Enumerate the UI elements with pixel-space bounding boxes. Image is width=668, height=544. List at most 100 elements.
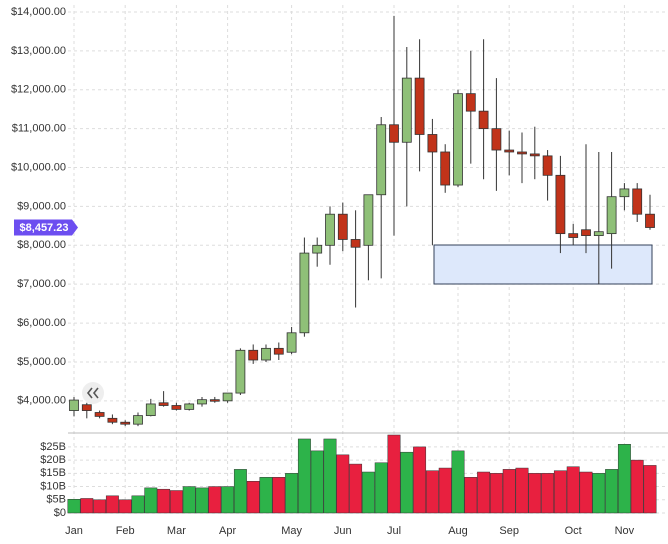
volume-bar (528, 473, 542, 514)
candle-body (312, 244, 323, 254)
volume-bar (246, 481, 260, 514)
volume-bar (323, 438, 337, 514)
candle-body (414, 77, 425, 135)
candle-body (184, 403, 195, 410)
candle-body (286, 332, 297, 353)
candle-body (581, 229, 591, 236)
candle-body (555, 174, 566, 235)
x-tick-label: Apr (219, 525, 236, 537)
candle-body (606, 196, 617, 235)
volume-bar (195, 487, 209, 514)
volume-bar (208, 486, 222, 514)
collapse-icon[interactable] (86, 387, 99, 399)
volume-bar (579, 471, 593, 514)
collapse-button[interactable] (82, 382, 104, 404)
x-tick-label: Mar (167, 525, 186, 537)
volume-bar (67, 499, 81, 514)
candle-body (363, 194, 374, 246)
candle-body (261, 347, 271, 361)
volume-tick-label: $15B (40, 467, 66, 479)
x-tick-label: Nov (615, 525, 635, 537)
volume-bar (425, 470, 439, 514)
candle-body (158, 402, 169, 406)
candle-body (222, 392, 233, 402)
x-tick-label: Jun (334, 525, 352, 537)
candle-body (350, 239, 361, 248)
volume-bar (182, 486, 196, 514)
candle-body (632, 188, 643, 215)
y-tick-label: $4,000.00 (17, 395, 66, 407)
volume-bar (374, 462, 388, 514)
highlight-box (433, 244, 653, 285)
volume-bar (361, 471, 375, 514)
volume-bar (477, 471, 491, 514)
x-tick-label: Jul (387, 525, 401, 537)
candle-body (171, 405, 182, 410)
last-price-badge (14, 219, 78, 236)
volume-bar (169, 490, 183, 514)
candle-body (440, 151, 451, 186)
volume-bar (105, 495, 119, 514)
candle-body (248, 349, 259, 361)
volume-bar (93, 499, 107, 514)
candle-body (427, 134, 438, 153)
candle-body (273, 347, 284, 355)
candle-body (453, 93, 463, 186)
volume-bar (592, 473, 606, 514)
candle-body (120, 421, 131, 425)
candle-body (504, 149, 515, 153)
volume-bar (605, 469, 619, 514)
y-tick-label: $11,000.00 (12, 123, 66, 135)
volume-bar (144, 487, 158, 514)
y-tick-label: $9,000.00 (17, 200, 66, 212)
candle-body (299, 252, 310, 334)
volume-bar (541, 473, 555, 514)
x-tick-label: Jan (65, 525, 83, 537)
volume-tick-label: $5B (46, 494, 66, 506)
candle-body (542, 155, 553, 176)
volume-bar (464, 477, 478, 514)
candle-body (145, 403, 156, 417)
volume-bar (413, 446, 427, 514)
candle-body (568, 233, 579, 238)
volume-bar (336, 454, 350, 514)
volume-tick-label: $10B (40, 480, 66, 492)
volume-bar (272, 477, 286, 514)
x-tick-label: Feb (116, 525, 135, 537)
y-tick-label: $13,000.00 (11, 45, 66, 57)
x-tick-label: Aug (448, 525, 468, 537)
candle-body (94, 412, 105, 417)
candle-body (376, 124, 387, 196)
candle-body (107, 417, 118, 423)
y-tick-label: $7,000.00 (17, 278, 66, 290)
volume-bar (80, 498, 94, 514)
volume-bar (438, 467, 452, 514)
volume-bar (118, 499, 132, 514)
y-tick-label: $10,000.00 (11, 161, 66, 173)
candle-body (133, 415, 143, 425)
volume-bar (233, 469, 247, 514)
volume-bar (566, 466, 580, 514)
volume-bar (310, 450, 324, 514)
volume-bar (131, 495, 145, 514)
candle-body (645, 213, 655, 228)
volume-bar (451, 450, 465, 514)
volume-bar (221, 486, 235, 514)
y-tick-label: $14,000.00 (11, 6, 66, 18)
volume-tick-label: $20B (40, 454, 66, 466)
volume-bar (400, 451, 414, 514)
volume-bar (502, 469, 516, 514)
volume-bar (643, 465, 657, 514)
volume-bar (259, 477, 273, 514)
candle-body (619, 188, 630, 198)
x-tick-label: Sep (499, 525, 519, 537)
candle-body (325, 213, 335, 246)
candle-body (529, 153, 540, 157)
candle-body (235, 349, 246, 394)
volume-bar (387, 434, 401, 514)
x-tick-label: May (281, 525, 302, 537)
y-tick-label: $8,000.00 (17, 239, 66, 251)
y-tick-label: $5,000.00 (17, 356, 66, 368)
volume-bar (489, 473, 503, 514)
